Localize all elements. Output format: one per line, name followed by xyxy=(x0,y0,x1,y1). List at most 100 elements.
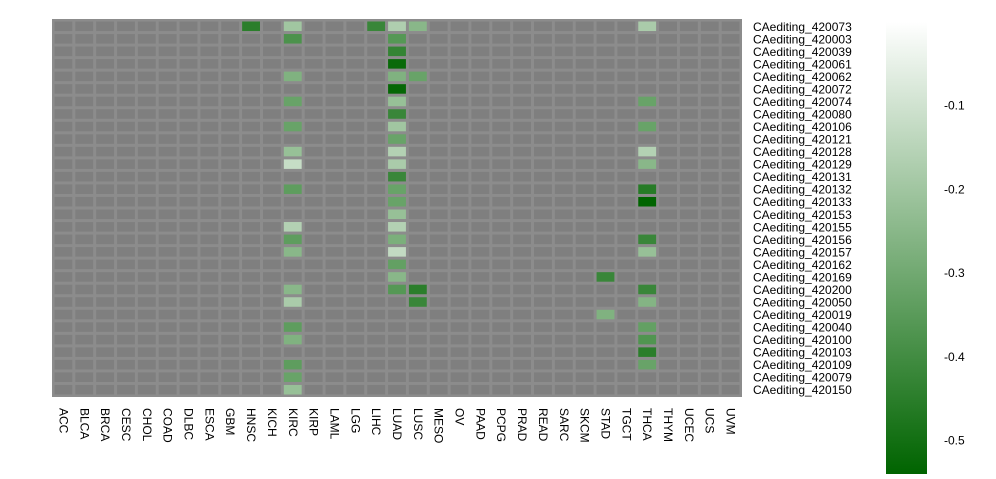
heatmap-cell-na xyxy=(408,272,427,282)
heatmap-cell-na xyxy=(367,384,386,395)
heatmap-cell-na xyxy=(262,84,281,94)
heatmap-cell-na xyxy=(659,259,677,270)
heatmap-cell-na xyxy=(721,384,740,395)
heatmap-cell-na xyxy=(513,59,532,69)
heatmap-cell-na xyxy=(721,259,740,270)
heatmap-background xyxy=(52,19,742,397)
heatmap-cell-na xyxy=(471,222,490,232)
heatmap-cell-na xyxy=(158,334,177,345)
heatmap-cell-na xyxy=(534,171,552,182)
heatmap-cell-na xyxy=(700,121,719,132)
heatmap-cell-na xyxy=(513,209,532,220)
heatmap-cell-na xyxy=(408,34,427,44)
heatmap-cell-na xyxy=(325,284,344,295)
column-label: KIRP xyxy=(307,408,321,436)
heatmap-cell-na xyxy=(179,196,198,207)
heatmap-cell-na xyxy=(617,284,636,295)
heatmap-cell-na xyxy=(471,259,490,270)
heatmap-cell-na xyxy=(75,171,94,182)
heatmap-cell-na xyxy=(429,159,448,169)
heatmap-cell-na xyxy=(534,384,552,395)
heatmap-cell-na xyxy=(617,234,636,245)
heatmap-cell-na xyxy=(659,84,677,94)
heatmap-cell xyxy=(283,34,302,44)
heatmap-cell-na xyxy=(450,322,469,332)
heatmap-cell-na xyxy=(137,184,156,194)
heatmap-cell-na xyxy=(617,347,636,357)
heatmap-cell xyxy=(388,34,406,44)
heatmap-cell-na xyxy=(450,184,469,194)
column-label: ESCA xyxy=(202,408,216,441)
heatmap-cell-na xyxy=(346,259,365,270)
heatmap-cell-na xyxy=(471,372,490,382)
row-label: CAediting_420039 xyxy=(753,45,852,59)
row-label: CAediting_420128 xyxy=(753,145,852,159)
heatmap-cell-na xyxy=(179,309,198,320)
heatmap-cell-na xyxy=(575,109,594,119)
heatmap-cell-na xyxy=(54,322,73,332)
heatmap-cell-na xyxy=(137,309,156,320)
heatmap-cell-na xyxy=(75,21,94,32)
heatmap-cell-na xyxy=(242,59,260,69)
heatmap-cell-na xyxy=(117,359,135,370)
heatmap-cell-na xyxy=(721,121,740,132)
heatmap-cell xyxy=(283,234,302,245)
heatmap-cell-na xyxy=(75,372,94,382)
heatmap-cell-na xyxy=(638,84,657,94)
heatmap-cell-na xyxy=(179,96,198,107)
heatmap-cell-na xyxy=(346,322,365,332)
heatmap-cell-na xyxy=(117,21,135,32)
heatmap-cell-na xyxy=(221,196,240,207)
heatmap-cell-na xyxy=(54,84,73,94)
heatmap-cell-na xyxy=(75,121,94,132)
heatmap-cell xyxy=(283,71,302,82)
heatmap-cell xyxy=(283,96,302,107)
heatmap-cell-na xyxy=(596,184,615,194)
heatmap-cell-na xyxy=(429,384,448,395)
heatmap-cell-na xyxy=(262,34,281,44)
heatmap-cell-na xyxy=(117,121,135,132)
heatmap-cell-na xyxy=(137,84,156,94)
heatmap-cell-na xyxy=(408,347,427,357)
heatmap-cell-na xyxy=(429,96,448,107)
heatmap-cell-na xyxy=(117,84,135,94)
column-label: HNSC xyxy=(244,408,258,442)
heatmap-cell-na xyxy=(304,184,323,194)
heatmap-cell-na xyxy=(700,46,719,57)
heatmap-cell-na xyxy=(471,272,490,282)
heatmap-cell-na xyxy=(513,322,532,332)
column-label: LGG xyxy=(348,408,362,433)
column-label: THYM xyxy=(661,408,675,442)
heatmap-cell-na xyxy=(450,109,469,119)
heatmap-cell-na xyxy=(75,59,94,69)
heatmap-cell-na xyxy=(596,84,615,94)
heatmap-cell-na xyxy=(679,134,698,144)
heatmap-cell-na xyxy=(137,46,156,57)
colorbar-tick-label: -0.2 xyxy=(944,182,965,196)
heatmap-cell-na xyxy=(659,121,677,132)
heatmap-cell-na xyxy=(221,34,240,44)
heatmap-cell-na xyxy=(575,322,594,332)
heatmap-cell xyxy=(242,21,260,32)
heatmap-cell-na xyxy=(262,46,281,57)
heatmap-cell-na xyxy=(367,359,386,370)
heatmap-cell-na xyxy=(617,372,636,382)
heatmap-cell-na xyxy=(54,109,73,119)
heatmap-cell-na xyxy=(262,209,281,220)
heatmap-cell-na xyxy=(679,334,698,345)
heatmap-cell-na xyxy=(513,384,532,395)
heatmap-cell-na xyxy=(325,71,344,82)
heatmap-cell xyxy=(283,372,302,382)
heatmap-cell-na xyxy=(408,234,427,245)
heatmap-cell-na xyxy=(575,259,594,270)
heatmap-cell-na xyxy=(492,34,511,44)
heatmap-cell-na xyxy=(575,222,594,232)
heatmap-cell-na xyxy=(158,59,177,69)
heatmap-cell xyxy=(283,222,302,232)
heatmap-cell-na xyxy=(679,247,698,257)
heatmap-cell-na xyxy=(158,71,177,82)
heatmap-cell-na xyxy=(429,184,448,194)
heatmap-cell-na xyxy=(346,347,365,357)
heatmap-cell-na xyxy=(513,359,532,370)
